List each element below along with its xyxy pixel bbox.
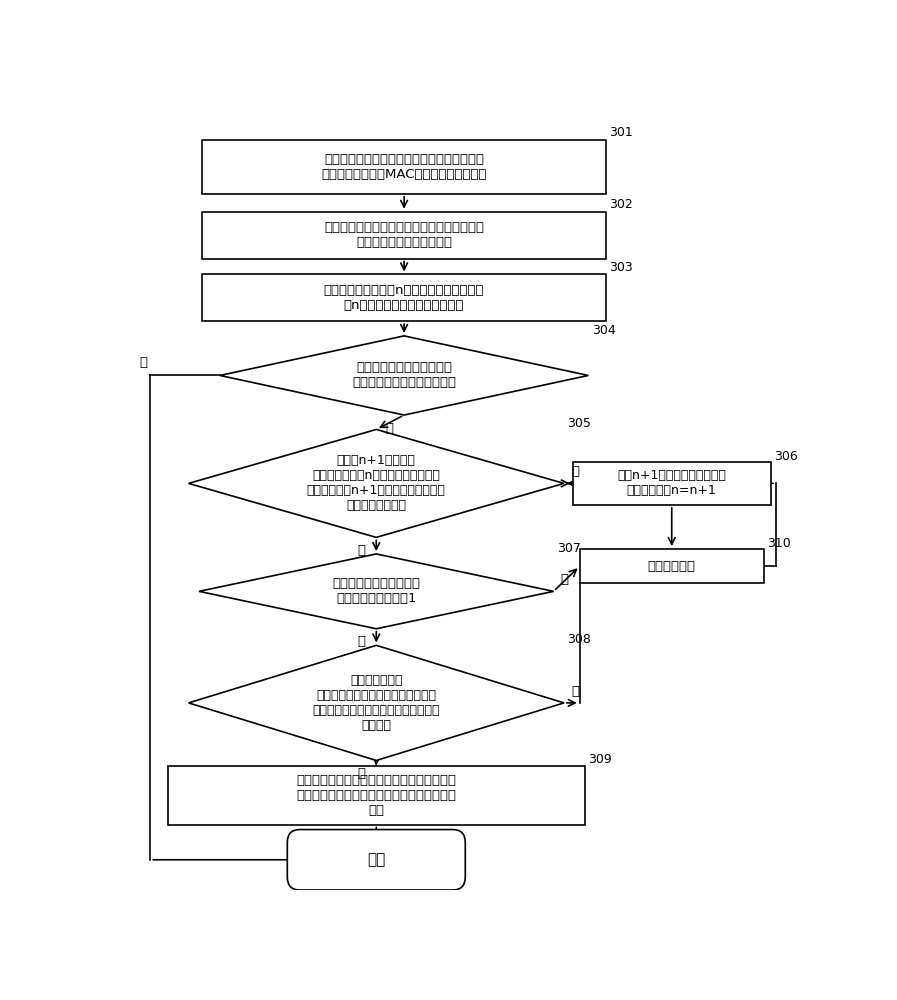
- Polygon shape: [199, 554, 553, 629]
- Bar: [579, 549, 764, 583]
- Text: 确定第一队列中的目标活动
信息是否已全部存入第二队列: 确定第一队列中的目标活动 信息是否已全部存入第二队列: [353, 361, 456, 389]
- Text: 否: 否: [561, 573, 569, 586]
- Text: 310: 310: [767, 537, 791, 550]
- Bar: [168, 766, 585, 825]
- Bar: [203, 140, 605, 194]
- Text: 从第一队列中读取第n条目标活动信息，将该
第n条目标活动信息存入第二队列: 从第一队列中读取第n条目标活动信息，将该 第n条目标活动信息存入第二队列: [324, 284, 484, 312]
- Text: 302: 302: [609, 198, 633, 211]
- Bar: [203, 212, 605, 259]
- Text: 检测第二队列中目标活动
信息的数量是否大于1: 检测第二队列中目标活动 信息的数量是否大于1: [332, 577, 421, 605]
- Polygon shape: [188, 429, 564, 537]
- Polygon shape: [220, 336, 588, 415]
- Text: 结束: 结束: [367, 852, 386, 867]
- Bar: [203, 274, 605, 321]
- Text: 是: 是: [358, 635, 366, 648]
- Text: 否: 否: [358, 544, 366, 557]
- Bar: [572, 462, 771, 505]
- Text: 303: 303: [609, 261, 633, 274]
- Text: 是: 是: [358, 767, 366, 780]
- FancyBboxPatch shape: [287, 830, 466, 890]
- Text: 304: 304: [592, 324, 615, 337]
- Text: 305: 305: [568, 417, 591, 430]
- Text: 308: 308: [568, 633, 591, 646]
- Text: 301: 301: [609, 126, 633, 139]
- Text: 309: 309: [588, 753, 612, 766]
- Text: 清空第二队列: 清空第二队列: [648, 560, 696, 573]
- Text: 读取第n+1条目标活
动信息，比较第n条目标活动信息中的
活动地点与第n+1条目标活动信息中的
活动地点是否相同: 读取第n+1条目标活 动信息，比较第n条目标活动信息中的 活动地点与第n+1条目…: [307, 454, 446, 512]
- Text: 307: 307: [557, 542, 581, 555]
- Polygon shape: [188, 645, 564, 760]
- Text: 检测第二队列中
首尾两条目标活动信息中的活动时间
的时间差是否大于或等于预设的落脚点
时长阈值: 检测第二队列中 首尾两条目标活动信息中的活动时间 的时间差是否大于或等于预设的落…: [312, 674, 440, 732]
- Text: 将第二队列中目标活动信息指示的活动地点输
入结果队列；从结果队列中选择目标对象的落
脚点: 将第二队列中目标活动信息指示的活动地点输 入结果队列；从结果队列中选择目标对象的…: [296, 774, 457, 817]
- Text: 306: 306: [774, 450, 798, 463]
- Text: 按照目标区域和目标时间从目标对象的活动信
息中选择具有同一MAC地址的目标活动信息: 按照目标区域和目标时间从目标对象的活动信 息中选择具有同一MAC地址的目标活动信…: [321, 153, 487, 181]
- Text: 否: 否: [386, 422, 394, 435]
- Text: 将选择出的目标活动信息按照活动时间从前到
后的顺序在第一队列中排序: 将选择出的目标活动信息按照活动时间从前到 后的顺序在第一队列中排序: [324, 221, 484, 249]
- Text: 是: 是: [139, 356, 147, 369]
- Text: 否: 否: [570, 685, 579, 698]
- Text: 将第n+1条目标活动信息存入
第二队列，另n=n+1: 将第n+1条目标活动信息存入 第二队列，另n=n+1: [617, 469, 727, 497]
- Text: 是: 是: [570, 465, 579, 478]
